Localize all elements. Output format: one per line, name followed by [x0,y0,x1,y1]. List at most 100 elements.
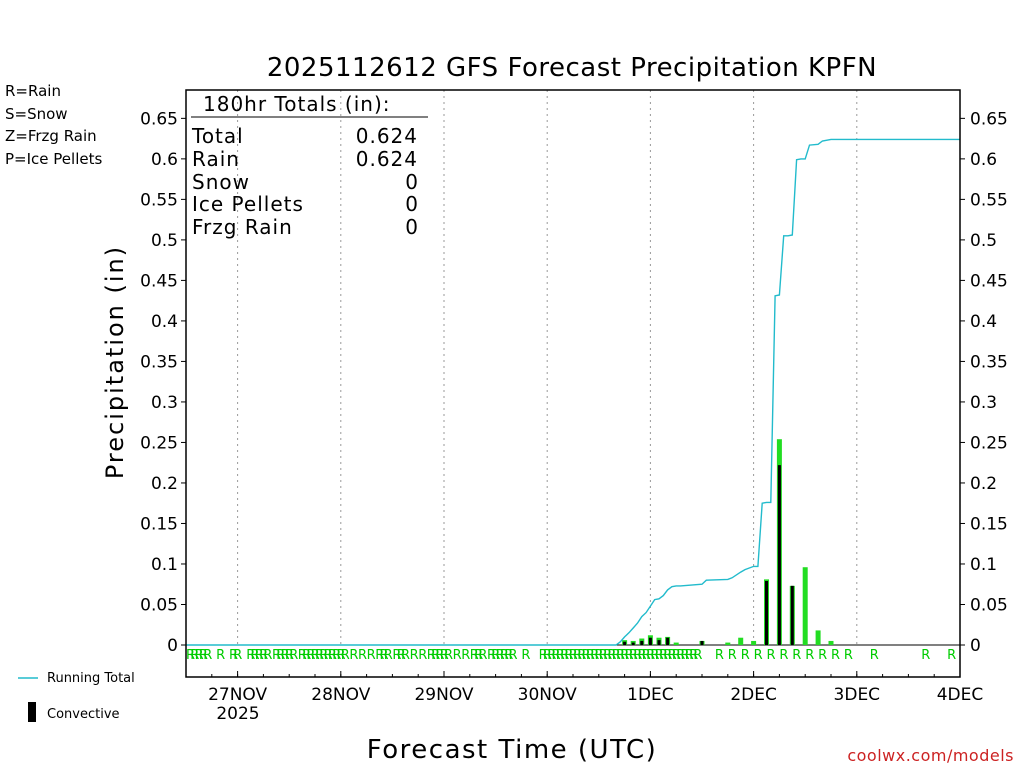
ptype-marker-r: R [341,648,350,663]
y-tick-label-right: 0 [970,636,981,656]
plot-frame [185,89,961,678]
y-tick-label-right: 0.6 [970,150,997,170]
ptype-marker-r: R [741,648,750,663]
ptype-marker-r: R [444,648,453,663]
ptype-marker-r: R [384,648,393,663]
ptype-marker-r: R [547,648,556,663]
convective-bar [666,637,670,645]
y-tick-label-right: 0.3 [970,393,997,413]
ptype-marker-r: R [255,648,264,663]
y-tick-label-left: 0.05 [140,595,178,615]
ptype-marker-r: R [586,648,595,663]
ptype-marker-r: R [470,648,479,663]
ptype-marker-r: R [595,648,604,663]
ptype-marker-r: R [199,648,208,663]
ptype-marker-r: R [285,648,294,663]
ptype-marker-r: R [754,648,763,663]
y-tick-label-right: 0.15 [970,514,1008,534]
ptype-marker-r: R [560,648,569,663]
y-tick-label-left: 0.25 [140,433,178,453]
y-tick-label-right: 0.05 [970,595,1008,615]
y-ticks-right: 0 0.05 0.1 0.15 0.2 0.25 0.3 0.35 0.4 0.45 0.5 0.55… [960,109,1008,656]
ptype-marker-r: R [668,648,677,663]
legend-ice-pellets: P=Ice Pellets [5,150,102,168]
ptype-marker-r: R [509,648,518,663]
convective-bars [623,465,794,645]
credit-text: coolwx.com/models [847,746,1014,765]
ptype-marker-r: R [491,648,500,663]
convective-bar [777,465,781,645]
totals-value-ice-pellets: 0 [405,192,418,216]
totals-label-snow: Snow [192,170,250,194]
ptype-marker-r: R [431,648,440,663]
x-tick-label: 4DEC [937,685,984,705]
ptype-marker-r: R [392,648,401,663]
convective-bar [700,640,704,645]
ptype-marker-r: R [504,648,513,663]
ptype-marker-r: R [607,648,616,663]
y-tick-label-right: 0.1 [970,555,997,575]
ptype-marker-r: R [818,648,827,663]
ptype-marker-r: R [375,648,384,663]
ptype-marker-r: R [358,648,367,663]
convective-bar [640,640,644,645]
ptype-marker-r: R [663,648,672,663]
ptype-marker-r: R [367,648,376,663]
x-tick-label: 27NOV [208,685,267,705]
ptype-marker-r: R [233,648,242,663]
ptype-marker-r: R [779,648,788,663]
ptype-marker-r: R [478,648,487,663]
ptype-marker-r: R [474,648,483,663]
y-tick-label-left: 0.3 [151,393,178,413]
y-tick-label-left: 0.65 [140,109,178,129]
ptype-marker-r: R [332,648,341,663]
totals-value-rain: 0.624 [356,147,418,171]
convective-bar [790,585,794,645]
running-total-legend-label: Running Total [47,671,135,686]
ptype-marker-r: R [186,648,195,663]
ptype-marker-r: R [539,648,548,663]
convective-bar [765,580,768,645]
ptype-marker-r: R [921,648,930,663]
x-axis-label: Forecast Time (UTC) [367,735,658,765]
ptype-marker-r: R [324,648,333,663]
precip-bar [738,637,744,645]
y-tick-label-right: 0.5 [970,231,997,251]
year-label: 2025 [216,704,259,724]
ptype-marker-r: R [306,648,315,663]
series-legend: Running Total Convective [18,671,135,722]
ptype-marker-r: R [564,648,573,663]
ptype-marker-r: R [599,648,608,663]
gridlines [186,90,960,646]
y-tick-label-right: 0.55 [970,190,1008,210]
ptype-marker-r: R [638,648,647,663]
ptype-marker-r: R [337,648,346,663]
ptype-marker-r: R [319,648,328,663]
ptype-marker-r: R [646,648,655,663]
legend-frzg-rain: Z=Frzg Rain [5,127,97,145]
ptype-marker-r: R [767,648,776,663]
ptype-marker-r: R [380,648,389,663]
ptype-marker-r: R [633,648,642,663]
y-tick-label-left: 0.5 [151,231,178,251]
ptype-marker-r: R [650,648,659,663]
ptype-marker-r: R [603,648,612,663]
ptype-marker-r: R [263,648,272,663]
y-tick-label-left: 0.2 [151,474,178,494]
convective-bar [631,642,635,645]
running-total-line [186,138,960,646]
totals-value-frzg-rain: 0 [405,215,418,239]
ptype-marker-r: R [311,648,320,663]
ptype-marker-r: R [276,648,285,663]
precip-bar [828,640,834,645]
totals-label-total: Total [191,124,244,148]
ptype-marker-r: R [685,648,694,663]
ptype-marker-r: R [246,648,255,663]
chart-title: 2025112612 GFS Forecast Precipitation KP… [267,53,877,83]
x-tick-label: 1DEC [627,685,674,705]
x-tick-label: 28NOV [311,685,370,705]
ptype-marker-r: R [418,648,427,663]
ptype-marker-r: R [590,648,599,663]
